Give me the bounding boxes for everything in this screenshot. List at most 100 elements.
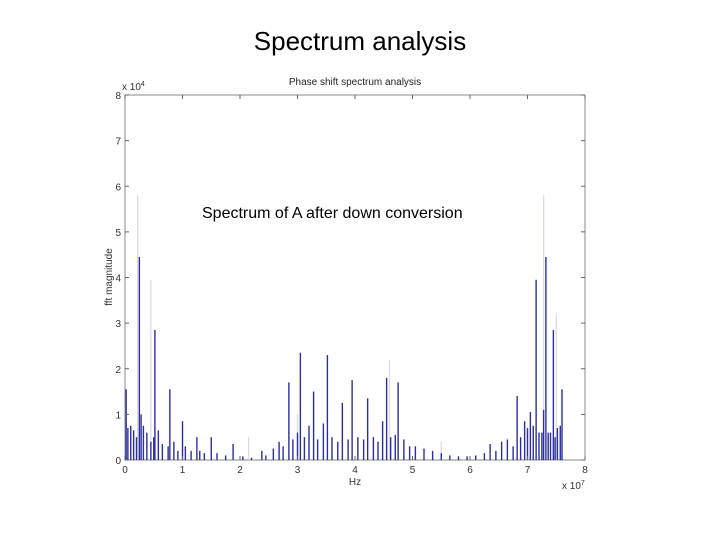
- spectrum-bar: [308, 425, 310, 460]
- spectrum-bar: [523, 421, 526, 460]
- spectrum-bar: [224, 455, 227, 460]
- spectrum-bar: [385, 377, 388, 460]
- spectrum-bar: [545, 256, 547, 460]
- x-tick-label: 2: [237, 465, 243, 476]
- slide-title: Spectrum analysis: [253, 26, 467, 56]
- ghost-bar: [150, 279, 152, 460]
- spectrum-bar: [351, 380, 353, 460]
- spectrum-bar: [135, 437, 138, 460]
- spectrum-bar: [512, 446, 514, 460]
- spectrum-bar: [316, 439, 319, 460]
- spectrum-bar: [357, 437, 359, 460]
- spectrum-bar: [242, 456, 244, 460]
- spectrum-bar: [299, 352, 302, 460]
- spectrum-bar: [296, 432, 299, 460]
- spectrum-bar: [526, 428, 529, 460]
- ghost-bar: [137, 195, 139, 460]
- y-axis-label: fft magnitude: [104, 248, 115, 306]
- x-tick-label: 8: [582, 465, 588, 476]
- x-multiplier-label: x 107: [562, 480, 585, 492]
- spectrum-bar: [146, 432, 148, 460]
- x-tick-label: 1: [180, 465, 186, 476]
- spectrum-bar: [190, 450, 192, 460]
- spectrum-bar: [500, 441, 503, 460]
- spectrum-bar: [312, 391, 315, 460]
- spectrum-bar: [130, 425, 132, 460]
- spectrum-bar: [547, 432, 549, 460]
- spectrum-bar: [542, 409, 545, 460]
- spectrum-bar: [125, 389, 127, 460]
- plot-area: [124, 94, 586, 461]
- axis-ticks: 0 1 2 3 4 5 6 7 8 0 1 2 3 4 5 6 7 8: [115, 91, 588, 476]
- spectrum-bar: [272, 448, 275, 460]
- spectrum-bar: [559, 425, 561, 460]
- spectrum-bar: [326, 355, 329, 460]
- spectrum-bar: [203, 453, 206, 460]
- y-tick-label: 0: [115, 456, 121, 467]
- spectrum-bar: [181, 421, 184, 460]
- spectrum-bar: [210, 437, 212, 460]
- spectrum-bar: [495, 450, 497, 460]
- spectrum-bar: [154, 329, 156, 460]
- spectrum-bar: [127, 428, 129, 460]
- spectrum-bar: [483, 453, 486, 460]
- spectrum-bar: [457, 456, 460, 460]
- x-multiplier-exponent: 7: [581, 480, 585, 487]
- spectrum-bar: [337, 441, 339, 460]
- spectrum-bar: [341, 402, 344, 460]
- spectrum-bar: [150, 441, 152, 460]
- chart-annotation: Spectrum of A after down conversion: [200, 205, 465, 223]
- spectrum-bar: [157, 430, 160, 460]
- spectrum-bar: [138, 256, 141, 460]
- x-tick-label: 0: [122, 465, 128, 476]
- spectrum-bar: [431, 450, 434, 460]
- spectrum-bar: [489, 444, 491, 460]
- spectrum-bar: [506, 439, 509, 460]
- y-tick-label: 4: [115, 274, 121, 285]
- spectrum-bar: [199, 450, 201, 460]
- spectrum-bar: [303, 437, 306, 460]
- spectrum-bar: [381, 421, 384, 460]
- ghost-bar: [555, 314, 557, 460]
- x-tick-label: 4: [352, 465, 358, 476]
- ghost-bar: [440, 441, 442, 460]
- spectrum-bar: [140, 414, 142, 460]
- spectrum-bar: [132, 430, 135, 460]
- spectrum-bar: [184, 446, 187, 460]
- spectrum-bar: [408, 446, 411, 460]
- spectrum-bar: [265, 455, 267, 460]
- spectrum-bar: [529, 412, 532, 460]
- x-tick-label: 7: [525, 465, 531, 476]
- spectrum-bar: [216, 453, 218, 460]
- spectrum-bar: [173, 441, 175, 460]
- spectrum-bar: [519, 437, 522, 460]
- spectrum-bar: [196, 437, 198, 460]
- spectrum-bar: [423, 448, 425, 460]
- spectrum-bar: [372, 437, 375, 460]
- spectrum-bar: [250, 457, 253, 460]
- spectrum-bar: [466, 456, 468, 460]
- spectrum-bar: [169, 389, 171, 460]
- spectrum-bar: [331, 437, 333, 460]
- spectrum-bar: [167, 446, 169, 460]
- spectrum-bar: [292, 439, 294, 460]
- spectrum-bar: [449, 455, 451, 460]
- spectrum-bar: [322, 423, 325, 460]
- spectrum-bar: [403, 439, 405, 460]
- spectrum-bar: [516, 396, 518, 460]
- spectrum-bar: [549, 432, 552, 460]
- spectrum-bar: [440, 453, 442, 460]
- ghost-bar: [543, 195, 545, 460]
- spectrum-bar: [475, 455, 477, 460]
- y-multiplier-exponent: 4: [141, 81, 145, 88]
- plot-title: Phase shift spectrum analysis: [288, 77, 422, 88]
- spectrum-bar: [261, 450, 263, 460]
- spectrum-bar: [552, 329, 555, 460]
- spectrum-bar: [556, 428, 559, 460]
- spectrum-bar: [153, 437, 155, 460]
- y-tick-label: 7: [115, 137, 121, 148]
- y-tick-label: 2: [115, 365, 121, 376]
- spectrum-bar: [362, 439, 365, 460]
- x-tick-label: 5: [410, 465, 416, 476]
